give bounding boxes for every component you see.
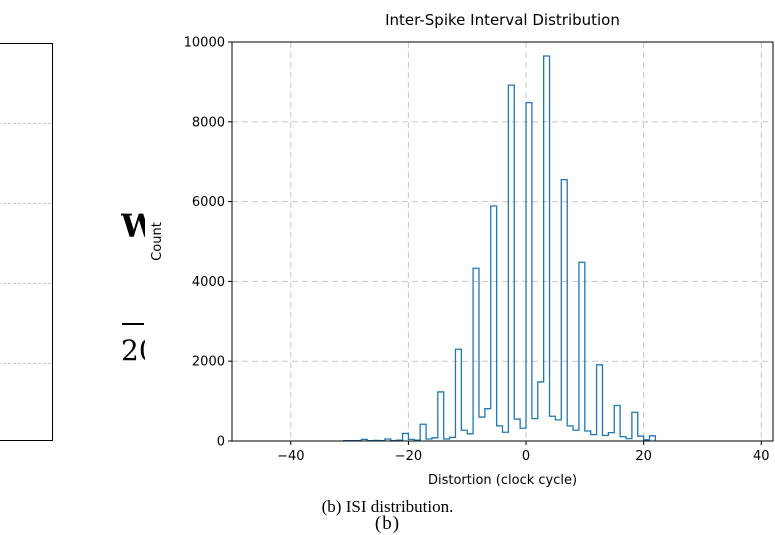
x-tick-label: 20 xyxy=(635,449,652,464)
y-tick-label: 6000 xyxy=(192,195,225,210)
x-tick-label: −40 xyxy=(277,449,304,464)
occluded-number: 20 xyxy=(121,337,145,365)
y-tick-label: 2000 xyxy=(192,355,225,370)
occluded-fraction-bar xyxy=(122,323,144,325)
adjacent-gridline xyxy=(0,203,51,204)
subfigure-label: (b) xyxy=(374,513,401,534)
histogram-step-outline xyxy=(343,55,657,442)
plot-frame xyxy=(231,41,774,442)
histogram-layer xyxy=(343,55,657,442)
x-tick-label: −20 xyxy=(395,449,422,464)
adjacent-gridline xyxy=(0,363,51,364)
y-axis-label: Count xyxy=(150,222,165,261)
ticks-layer: −40 −20 0 20 40 0 2000 4000 6000 8000 10000 xyxy=(184,36,770,465)
adjacent-gridline xyxy=(0,283,51,284)
x-tick-label: 0 xyxy=(522,449,530,464)
y-tick-label: 0 xyxy=(217,435,225,450)
y-tick-label: 10000 xyxy=(184,36,225,51)
y-tick-label: 4000 xyxy=(192,275,225,290)
chart-title: Inter-Spike Interval Distribution xyxy=(385,11,620,29)
adjacent-figure-frame xyxy=(0,43,53,441)
figure-caption: (b) ISI distribution. xyxy=(321,497,454,516)
occluded-symbol: W xyxy=(121,210,145,242)
x-axis-label: Distortion (clock cycle) xyxy=(428,473,577,488)
chart-background xyxy=(150,0,775,497)
y-tick-label: 8000 xyxy=(192,115,225,130)
x-tick-label: 40 xyxy=(753,449,770,464)
adjacent-gridline xyxy=(0,123,51,124)
